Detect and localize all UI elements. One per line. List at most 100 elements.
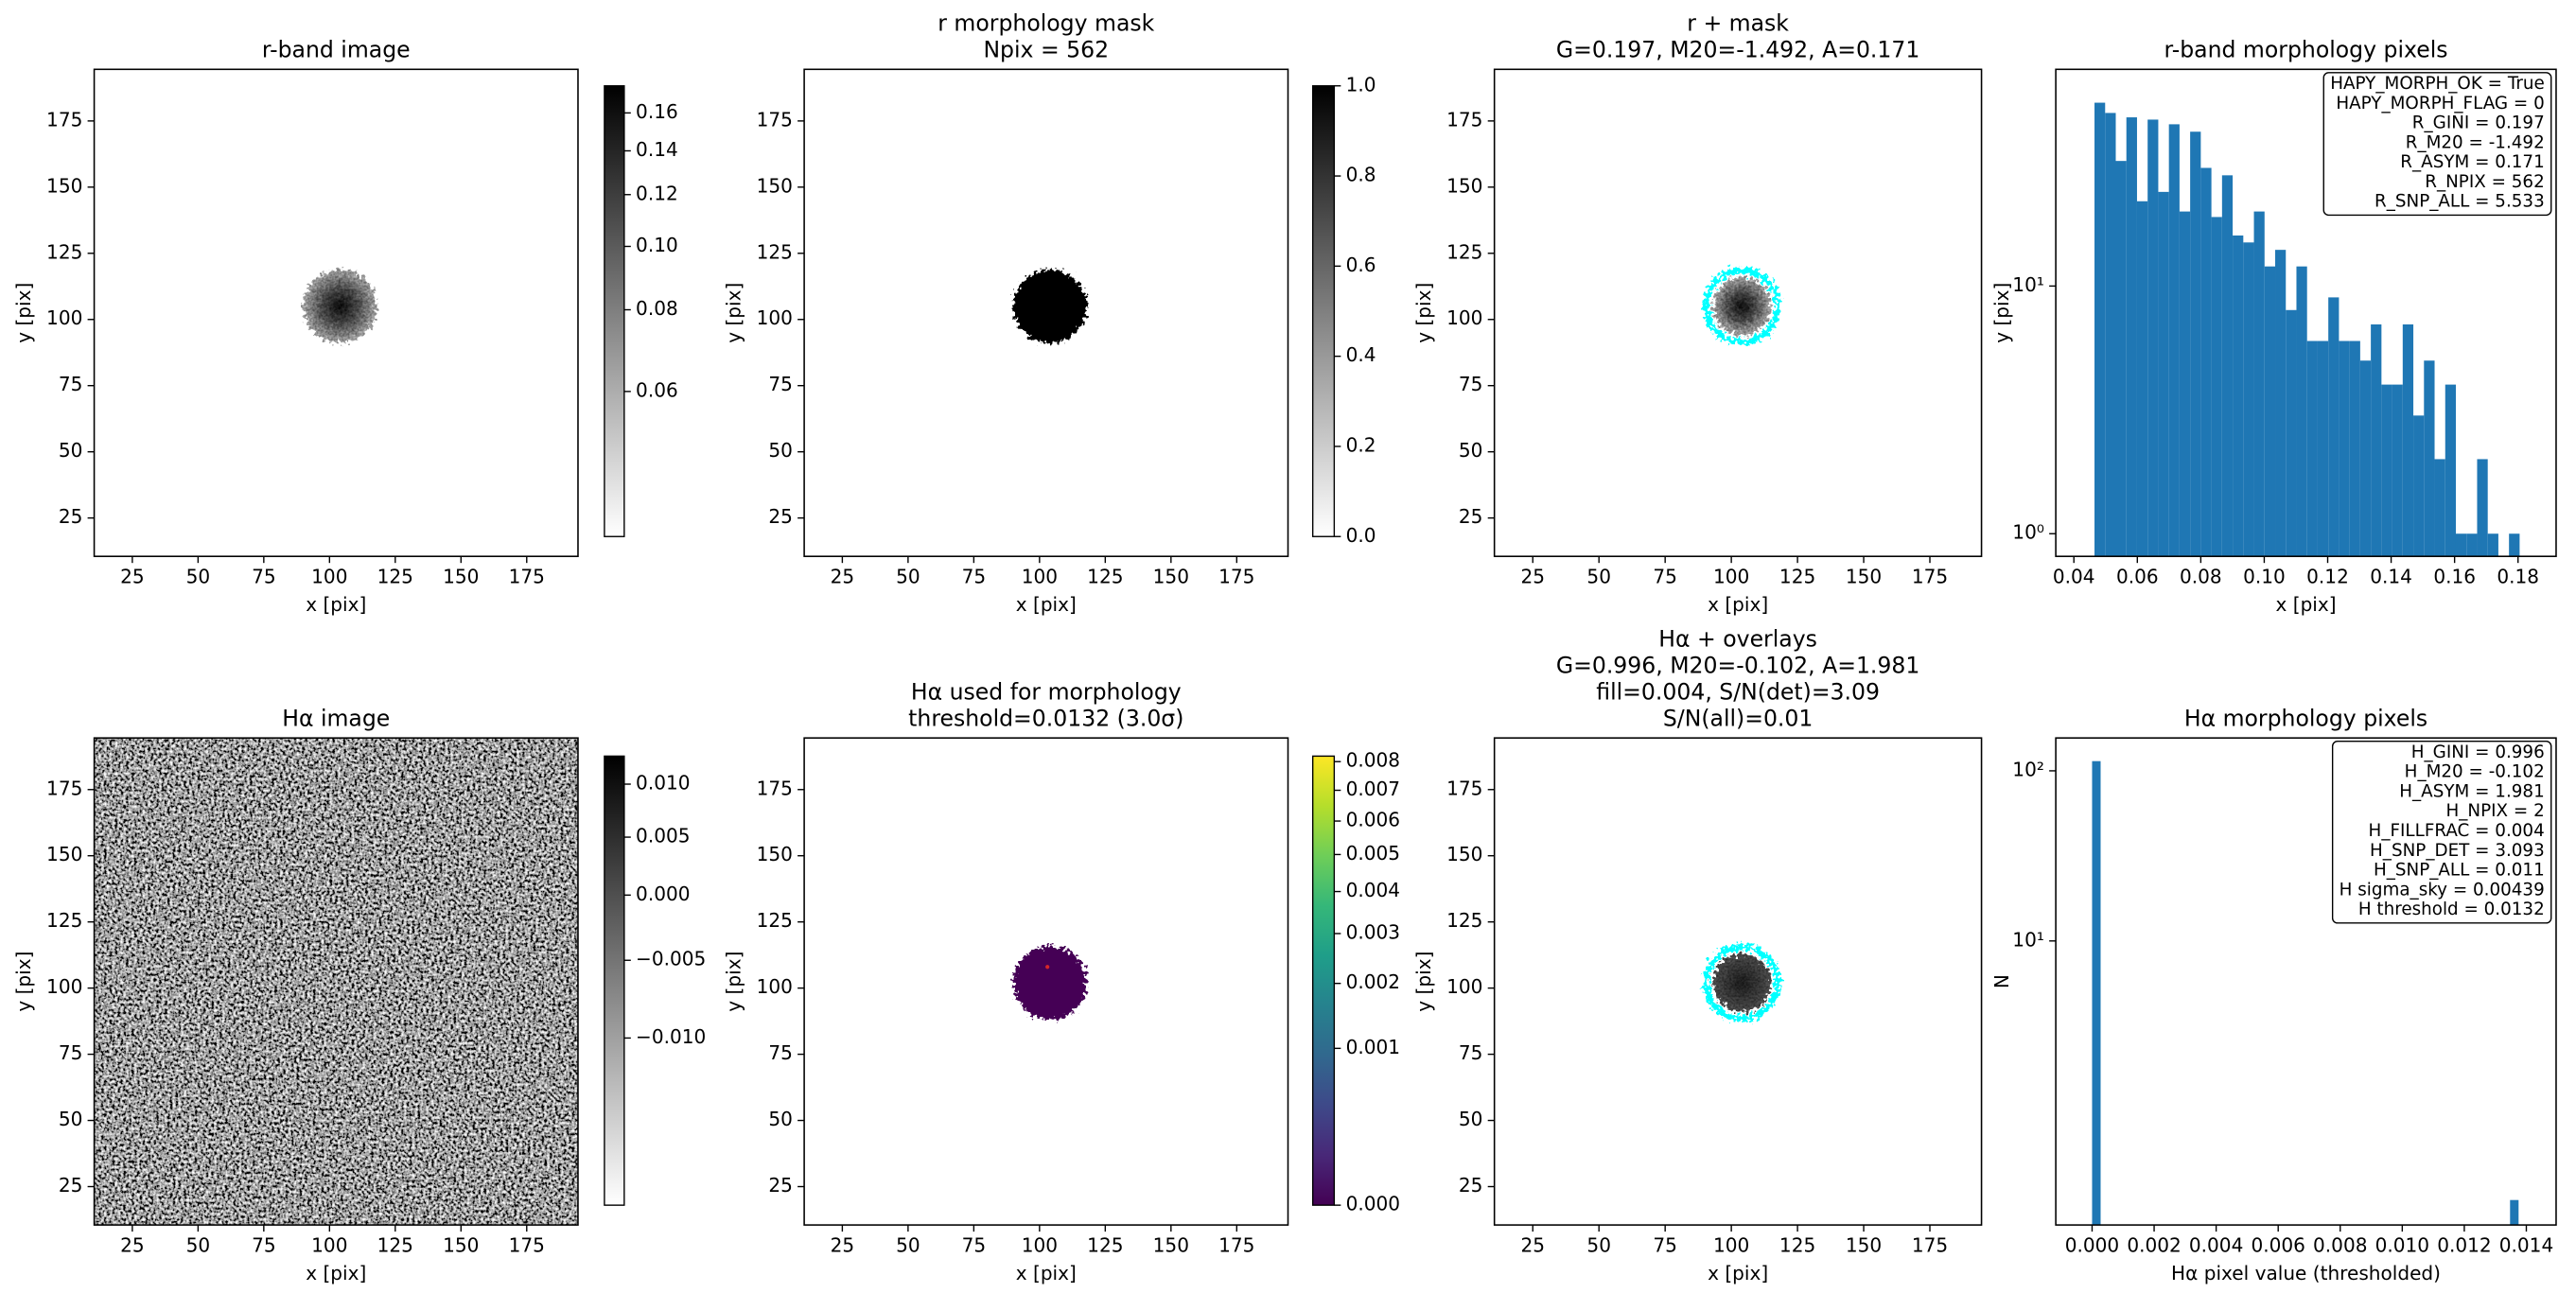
annotation-line: H_M20 = -0.102 [2405,762,2545,782]
hist-bar [2221,175,2234,557]
mask-outline [1703,267,1781,345]
hist-bar [2477,459,2488,557]
panel-title: Npix = 562 [983,37,1109,63]
x-tick-label: 0.012 [2437,1233,2491,1256]
x-axis-label: x [pix] [2275,593,2336,616]
y-tick-label: 25 [768,1174,793,1197]
colorbar-tick-label: 0.08 [636,297,678,320]
hist-bar [2115,161,2127,557]
hist-bar [2466,533,2478,557]
hist-bar [2253,211,2265,557]
colorbar-tick-label: 0.06 [636,378,678,401]
y-tick-label: 75 [59,1041,83,1064]
x-tick-label: 175 [1218,565,1254,587]
y-axis-label: y [pix] [722,952,745,1012]
hist-bar [2136,201,2148,557]
x-tick-label: 100 [311,1233,347,1256]
y-tick-label: 150 [46,843,82,865]
y-tick-label: 125 [1446,909,1482,932]
x-tick-label: 100 [311,565,347,587]
annotation-line: H_SNP_ALL = 0.011 [2374,861,2545,881]
x-tick-label: 0.06 [2116,565,2159,587]
x-tick-label: 50 [1586,565,1611,587]
annotation-line: H threshold = 0.0132 [2358,900,2545,919]
x-tick-label: 175 [1912,1233,1948,1256]
x-tick-label: 75 [1653,1233,1677,1256]
x-tick-label: 50 [896,565,920,587]
panel: 25 50 75 100 125 150 175 25 50 75 100 125 150 175 x [p… [12,37,678,616]
x-tick-label: 50 [186,1233,211,1256]
panel-title: fill=0.004, S/N(det)=3.09 [1596,679,1880,706]
hist-bar [2275,250,2287,557]
x-tick-label: 0.010 [2375,1233,2429,1256]
panel-title: r morphology mask [938,10,1154,37]
y-tick-label: 175 [1446,777,1482,799]
hist-bar [2339,341,2350,557]
x-axis-label: x [pix] [306,1262,366,1284]
panel-title: Hα morphology pixels [2184,705,2427,731]
panel-title: Hα image [282,705,390,731]
source-blob [1712,276,1772,336]
x-tick-label: 125 [1779,1233,1815,1256]
annotation-line: HAPY_MORPH_OK = True [2330,74,2545,94]
x-tick-label: 175 [509,1233,545,1256]
x-tick-label: 0.16 [2433,565,2476,587]
y-tick-label: 150 [757,843,793,865]
x-tick-label: 150 [1846,565,1882,587]
hist-bar [2168,124,2180,557]
panel: 25 50 75 100 125 150 175 25 50 75 100 125 150 175 x [p… [722,679,1400,1284]
x-tick-label: 0.002 [2127,1233,2181,1256]
y-tick-label: 50 [59,1108,83,1130]
hist-bar [2105,113,2116,557]
y-tick-label: 50 [768,1108,793,1130]
y-tick-label: 125 [757,240,793,263]
colorbar-tick-label: 0.8 [1346,164,1376,186]
hist-bar [2158,191,2169,557]
panel: 25 50 75 100 125 150 175 25 50 75 100 125 150 175 x [p… [1412,10,1983,616]
x-tick-label: 100 [1022,565,1058,587]
y-tick-label: 125 [1446,240,1482,263]
axes-frame [803,68,1289,557]
hist-bar [2286,309,2297,557]
colorbar-tick-label: −0.010 [636,1025,706,1048]
hist-bar [2510,1199,2519,1226]
y-tick-label: 10¹ [2012,273,2044,296]
hist-bar [2094,102,2106,557]
panel: 0.04 0.06 0.08 0.10 0.12 0.14 0.16 0.18 10⁰ 10¹ x … [1990,37,2557,616]
hist-bar [2126,117,2137,557]
x-tick-label: 100 [1022,1233,1058,1256]
y-tick-label: 100 [1446,975,1482,998]
x-tick-label: 0.12 [2306,565,2349,587]
y-axis-label: N [1990,974,2013,988]
colorbar-tick-label: 0.007 [1346,778,1400,800]
y-tick-label: 75 [768,1041,793,1064]
colorbar-tick-label: 0.16 [636,100,678,123]
panel-title: S/N(all)=0.01 [1663,705,1814,731]
x-axis-label: x [pix] [1708,593,1768,616]
colorbar [1311,755,1336,1206]
x-tick-label: 0.000 [2065,1233,2119,1256]
x-tick-label: 75 [252,1233,276,1256]
y-tick-label: 175 [46,777,82,799]
x-tick-label: 25 [120,1233,145,1256]
hist-bar [2243,242,2254,557]
mask-blob [1013,946,1087,1020]
colorbar-tick-label: 0.000 [636,882,690,905]
hist-bar [2349,341,2360,557]
hist-bar [2233,235,2244,557]
x-tick-label: 125 [377,565,413,587]
colorbar [1311,85,1336,537]
panel-title: Hα used for morphology [911,679,1182,706]
y-tick-label: 175 [1446,108,1482,131]
annotation-box [2331,740,2552,924]
colorbar-tick-label: 0.005 [1346,842,1400,865]
axes-frame [2055,68,2557,557]
annotation-line: H_SNP_DET = 3.093 [2370,841,2545,861]
hist-bar [2371,323,2382,557]
hist-bar [2092,760,2101,1226]
axes-frame [803,737,1289,1226]
annotation-box [2322,72,2552,217]
plot-area [1013,269,1087,343]
y-axis-label: y [pix] [1990,283,2013,343]
source-blob [303,269,377,343]
